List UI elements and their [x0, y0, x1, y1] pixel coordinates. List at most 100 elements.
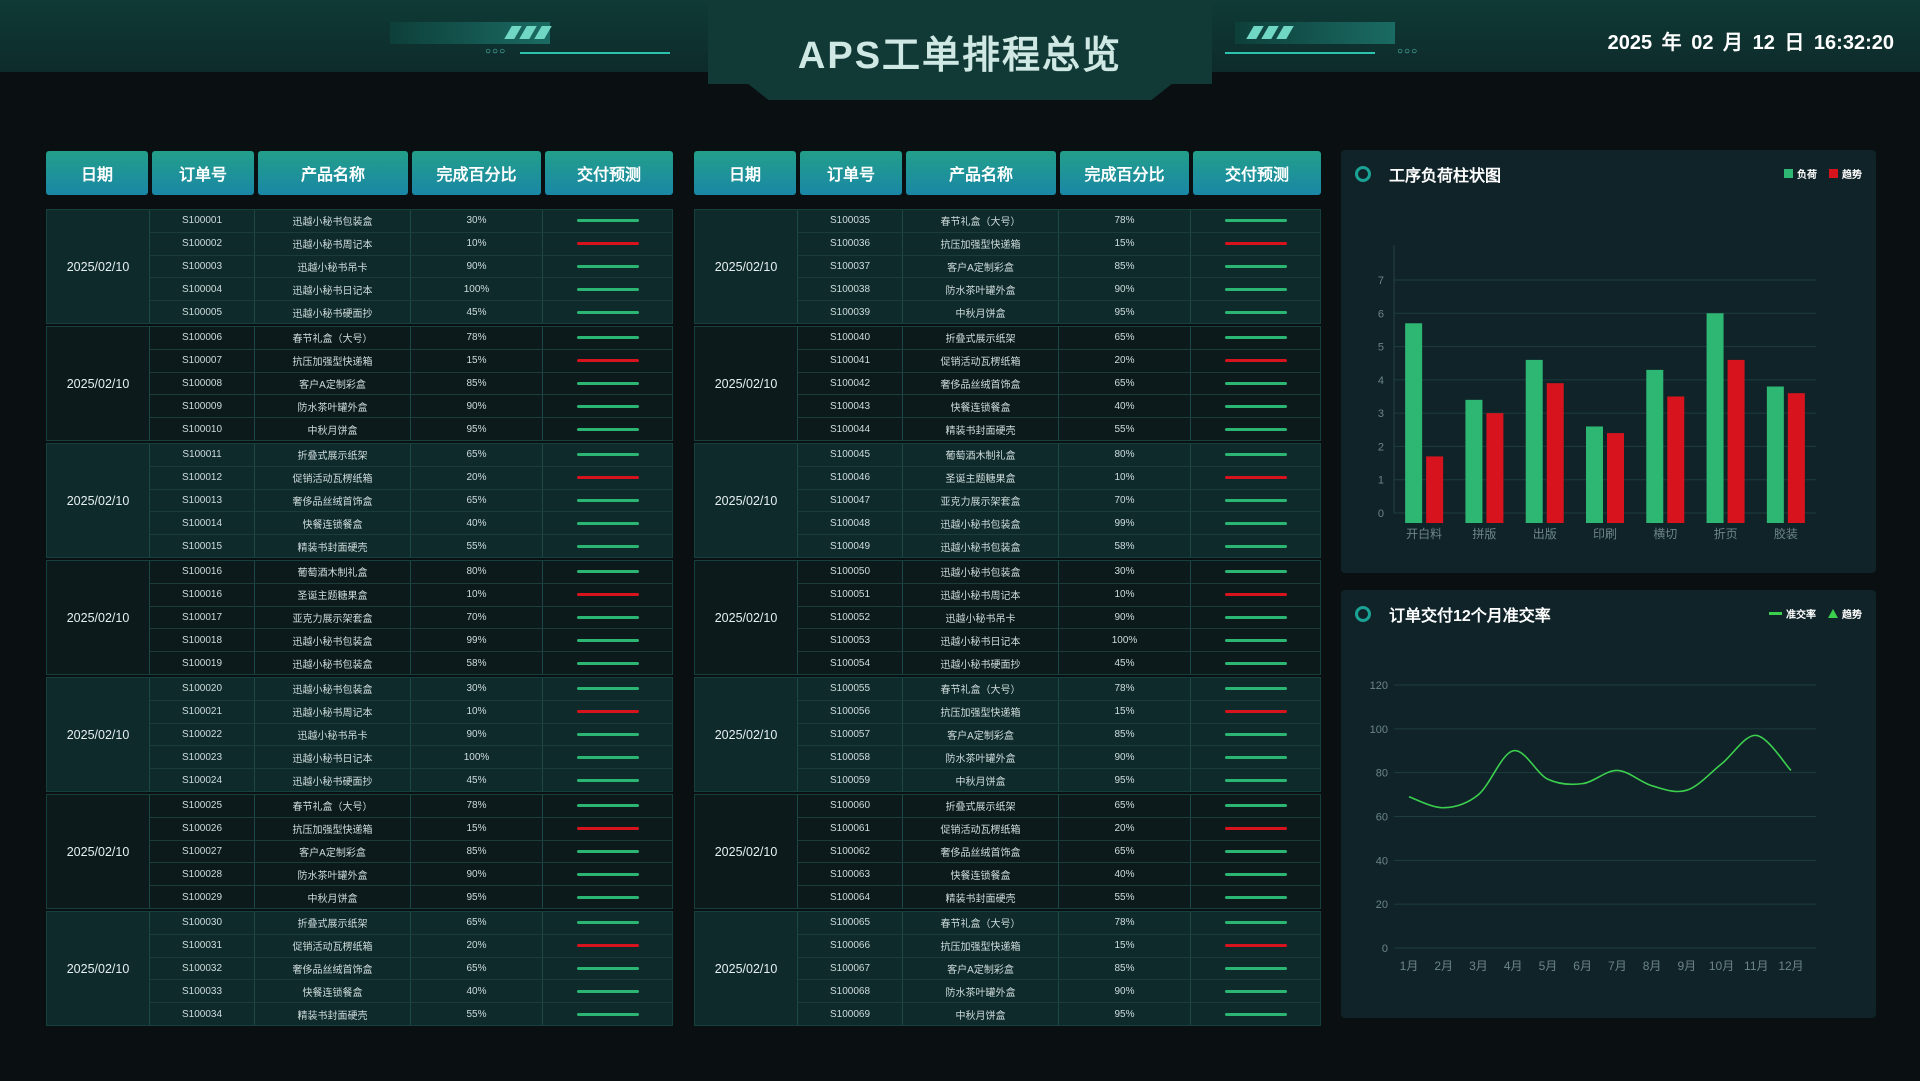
completion-cell: 65%	[1059, 795, 1191, 817]
legend-item-rate[interactable]: 准交率	[1769, 606, 1816, 621]
table-row[interactable]: S100016 圣诞主题糖果盒 10%	[150, 583, 672, 607]
table-row[interactable]: S100017 亚克力展示架套盒 70%	[150, 606, 672, 630]
table-row[interactable]: S100052 迅越小秘书吊卡 90%	[798, 606, 1320, 630]
table-row[interactable]: S100008 客户A定制彩盒 85%	[150, 372, 672, 396]
table-row[interactable]: S100043 快餐连锁餐盒 40%	[798, 395, 1320, 419]
column-header[interactable]: 订单号	[152, 151, 254, 195]
table-row[interactable]: S100041 促销活动瓦楞纸箱 20%	[798, 349, 1320, 373]
table-row[interactable]: S100009 防水茶叶罐外盒 90%	[150, 395, 672, 419]
table-row[interactable]: S100056 抗压加强型快递箱 15%	[798, 700, 1320, 724]
table-row[interactable]: S100054 迅越小秘书硬面抄 45%	[798, 652, 1320, 674]
table-row[interactable]: S100069 中秋月饼盒 95%	[798, 1003, 1320, 1025]
table-row[interactable]: S100051 迅越小秘书周记本 10%	[798, 583, 1320, 607]
table-row[interactable]: S100007 抗压加强型快递箱 15%	[150, 349, 672, 373]
table-row[interactable]: S100002 迅越小秘书周记本 10%	[150, 232, 672, 256]
table-row[interactable]: S100001 迅越小秘书包装盒 30%	[150, 210, 672, 233]
order-id-cell: S100014	[150, 512, 255, 535]
table-row[interactable]: S100013 奢侈品丝绒首饰盒 65%	[150, 489, 672, 513]
delivery-forecast-cell	[1191, 863, 1320, 885]
table-row[interactable]: S100053 迅越小秘书日记本 100%	[798, 629, 1320, 653]
table-row[interactable]: S100039 中秋月饼盒 95%	[798, 301, 1320, 323]
table-row[interactable]: S100046 圣诞主题糖果盒 10%	[798, 466, 1320, 490]
delivery-forecast-cell	[543, 958, 672, 980]
table-row[interactable]: S100059 中秋月饼盒 95%	[798, 769, 1320, 791]
table-row[interactable]: S100040 折叠式展示纸架 65%	[798, 327, 1320, 350]
legend-item-trend[interactable]: 趋势	[1829, 166, 1862, 181]
table-row[interactable]: S100022 迅越小秘书吊卡 90%	[150, 723, 672, 747]
table-row[interactable]: S100065 春节礼盒（大号） 78%	[798, 912, 1320, 935]
product-name-cell: 精装书封面硬壳	[255, 1003, 411, 1025]
table-row[interactable]: S100063 快餐连锁餐盒 40%	[798, 863, 1320, 887]
table-row[interactable]: S100050 迅越小秘书包装盒 30%	[798, 561, 1320, 584]
y-tick-label: 0	[1378, 508, 1384, 520]
table-row[interactable]: S100023 迅越小秘书日记本 100%	[150, 746, 672, 770]
table-row[interactable]: S100047 亚克力展示架套盒 70%	[798, 489, 1320, 513]
table-row[interactable]: S100006 春节礼盒（大号） 78%	[150, 327, 672, 350]
table-row[interactable]: S100031 促销活动瓦楞纸箱 20%	[150, 934, 672, 958]
table-row[interactable]: S100011 折叠式展示纸架 65%	[150, 444, 672, 467]
table-row[interactable]: S100055 春节礼盒（大号） 78%	[798, 678, 1320, 701]
table-row[interactable]: S100044 精装书封面硬壳 55%	[798, 418, 1320, 440]
delivery-forecast-cell	[543, 233, 672, 255]
table-row[interactable]: S100027 客户A定制彩盒 85%	[150, 840, 672, 864]
table-row[interactable]: S100018 迅越小秘书包装盒 99%	[150, 629, 672, 653]
table-row[interactable]: S100032 奢侈品丝绒首饰盒 65%	[150, 957, 672, 981]
table-row[interactable]: S100035 春节礼盒（大号） 78%	[798, 210, 1320, 233]
product-name-cell: 抗压加强型快递箱	[255, 349, 411, 372]
table-row[interactable]: S100048 迅越小秘书包装盒 99%	[798, 512, 1320, 536]
column-header[interactable]: 产品名称	[906, 151, 1056, 195]
column-header[interactable]: 产品名称	[258, 151, 408, 195]
order-id-cell: S100050	[798, 561, 903, 583]
table-row[interactable]: S100016 葡萄酒木制礼盒 80%	[150, 561, 672, 584]
column-header[interactable]: 日期	[46, 151, 148, 195]
product-name-cell: 迅越小秘书吊卡	[903, 606, 1059, 629]
table-row[interactable]: S100003 迅越小秘书吊卡 90%	[150, 255, 672, 279]
table-row[interactable]: S100066 抗压加强型快递箱 15%	[798, 934, 1320, 958]
delivery-forecast-cell	[1191, 818, 1320, 840]
table-row[interactable]: S100058 防水茶叶罐外盒 90%	[798, 746, 1320, 770]
table-row[interactable]: S100005 迅越小秘书硬面抄 45%	[150, 301, 672, 323]
table-row[interactable]: S100068 防水茶叶罐外盒 90%	[798, 980, 1320, 1004]
table-row[interactable]: S100029 中秋月饼盒 95%	[150, 886, 672, 908]
table-row[interactable]: S100064 精装书封面硬壳 55%	[798, 886, 1320, 908]
table-row[interactable]: S100034 精装书封面硬壳 55%	[150, 1003, 672, 1025]
table-row[interactable]: S100060 折叠式展示纸架 65%	[798, 795, 1320, 818]
order-id-cell: S100009	[150, 395, 255, 418]
order-id-cell: S100044	[798, 418, 903, 440]
legend-item-load[interactable]: 负荷	[1784, 166, 1817, 181]
column-header[interactable]: 订单号	[800, 151, 902, 195]
table-row[interactable]: S100062 奢侈品丝绒首饰盒 65%	[798, 840, 1320, 864]
table-row[interactable]: S100033 快餐连锁餐盒 40%	[150, 980, 672, 1004]
table-row[interactable]: S100026 抗压加强型快递箱 15%	[150, 817, 672, 841]
column-header[interactable]: 交付预测	[545, 151, 673, 195]
table-row[interactable]: S100014 快餐连锁餐盒 40%	[150, 512, 672, 536]
legend-item-trend[interactable]: 趋势	[1828, 606, 1862, 621]
table-row[interactable]: S100061 促销活动瓦楞纸箱 20%	[798, 817, 1320, 841]
table-row[interactable]: S100067 客户A定制彩盒 85%	[798, 957, 1320, 981]
table-row[interactable]: S100025 春节礼盒（大号） 78%	[150, 795, 672, 818]
table-row[interactable]: S100020 迅越小秘书包装盒 30%	[150, 678, 672, 701]
table-row[interactable]: S100042 奢侈品丝绒首饰盒 65%	[798, 372, 1320, 396]
delivery-forecast-cell	[543, 256, 672, 278]
table-row[interactable]: S100010 中秋月饼盒 95%	[150, 418, 672, 440]
table-row[interactable]: S100021 迅越小秘书周记本 10%	[150, 700, 672, 724]
table-row[interactable]: S100057 客户A定制彩盒 85%	[798, 723, 1320, 747]
column-header[interactable]: 完成百分比	[1060, 151, 1189, 195]
table-row[interactable]: S100037 客户A定制彩盒 85%	[798, 255, 1320, 279]
forecast-indicator-at_risk	[1224, 359, 1287, 363]
table-row[interactable]: S100028 防水茶叶罐外盒 90%	[150, 863, 672, 887]
table-row[interactable]: S100015 精装书封面硬壳 55%	[150, 535, 672, 557]
table-row[interactable]: S100030 折叠式展示纸架 65%	[150, 912, 672, 935]
column-header[interactable]: 交付预测	[1193, 151, 1321, 195]
table-row[interactable]: S100045 葡萄酒木制礼盒 80%	[798, 444, 1320, 467]
table-row[interactable]: S100004 迅越小秘书日记本 100%	[150, 278, 672, 302]
table-row[interactable]: S100012 促销活动瓦楞纸箱 20%	[150, 466, 672, 490]
table-row[interactable]: S100024 迅越小秘书硬面抄 45%	[150, 769, 672, 791]
product-name-cell: 中秋月饼盒	[255, 418, 411, 440]
table-row[interactable]: S100049 迅越小秘书包装盒 58%	[798, 535, 1320, 557]
table-row[interactable]: S100036 抗压加强型快递箱 15%	[798, 232, 1320, 256]
table-row[interactable]: S100038 防水茶叶罐外盒 90%	[798, 278, 1320, 302]
column-header[interactable]: 完成百分比	[412, 151, 541, 195]
table-row[interactable]: S100019 迅越小秘书包装盒 58%	[150, 652, 672, 674]
column-header[interactable]: 日期	[694, 151, 796, 195]
